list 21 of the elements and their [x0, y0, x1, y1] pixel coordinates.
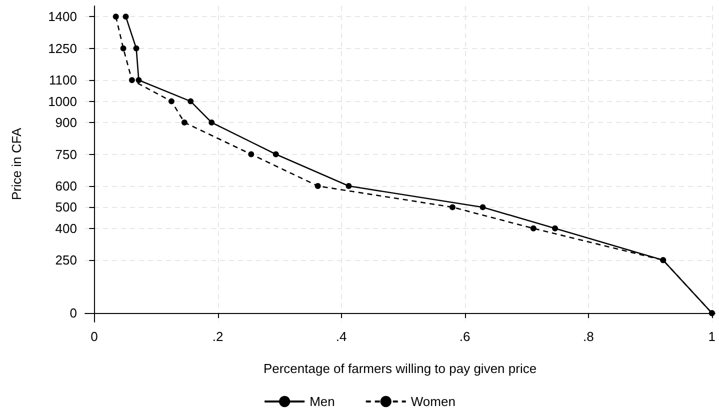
y-tick-label: 600 [55, 178, 77, 194]
y-axis-title: Price in CFA [9, 128, 24, 200]
x-tick-label: .4 [336, 329, 347, 344]
y-tick-label: 250 [55, 252, 77, 268]
y-tick-label: 1100 [49, 72, 77, 88]
x-tick-label: .6 [459, 329, 470, 344]
x-tick-label: 0 [90, 329, 98, 344]
y-tick-label: 1400 [48, 9, 77, 24]
y-tick-label: 0 [70, 306, 77, 321]
x-tick-label: 1 [708, 329, 716, 344]
y-tick-label: 750 [55, 146, 77, 162]
x-tick-label: .2 [212, 329, 224, 344]
legend-label: Women [410, 394, 456, 409]
y-tick-label: 1250 [48, 40, 77, 56]
x-tick-label: .8 [582, 329, 594, 344]
y-tick-label: 1000 [48, 94, 77, 109]
y-tick-label: 400 [55, 220, 77, 236]
y-tick-label: 900 [55, 114, 77, 130]
legend-label: Men [310, 394, 335, 409]
x-axis-title: Percentage of farmers willing to pay given price [263, 361, 537, 376]
y-tick-label: 500 [55, 200, 77, 215]
